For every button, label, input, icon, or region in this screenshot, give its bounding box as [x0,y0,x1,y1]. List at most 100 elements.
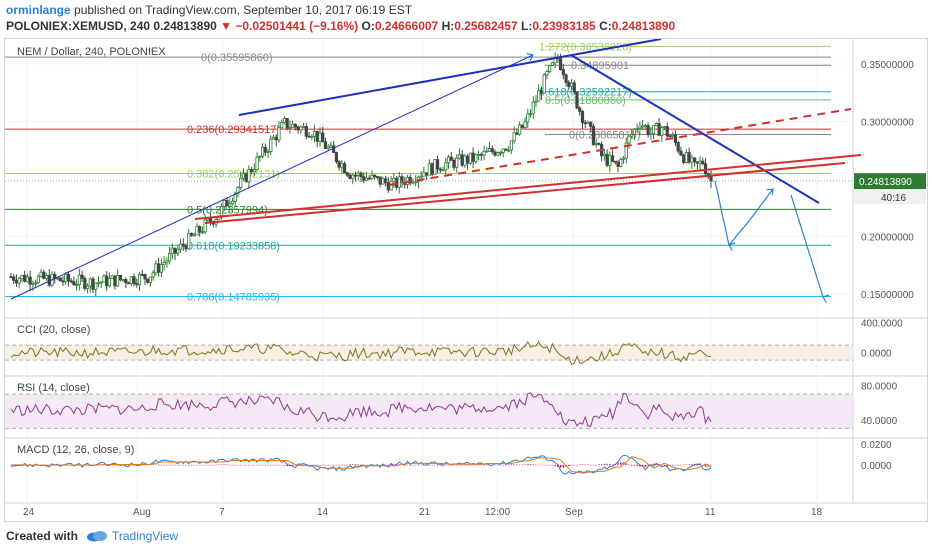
macd-histogram-bar [152,464,154,465]
candle-body [433,159,437,175]
candle-body [523,121,527,128]
macd-histogram-bar [425,464,428,466]
candle-body [31,283,35,285]
macd-histogram-bar [155,464,157,465]
macd-histogram-bar [354,464,357,465]
candle-body [269,138,273,152]
candle-body [668,135,672,138]
macd-histogram-bar [483,464,485,466]
rsi-line [10,392,712,427]
candle-body [61,280,65,283]
author-link[interactable]: orminlange [6,3,71,17]
macd-histogram-bar [267,464,269,466]
macd-histogram-bar [540,464,543,466]
cci-line [10,340,712,366]
last-price: 0.24813890 [153,19,217,33]
blue-arrow-trendline [10,54,534,300]
macd-histogram-bar [231,464,234,466]
candle-body [58,277,62,282]
macd-histogram-bar [453,464,455,466]
candle-body [452,160,456,168]
macd-histogram-bar [469,464,472,466]
time-tick-label: 12:00 [485,507,510,518]
macd-histogram-bar [127,464,130,466]
candle-body [77,274,81,285]
macd-histogram-bar [253,464,256,466]
candle-body [200,231,205,234]
candle-body [548,65,552,72]
chart-canvas[interactable]: 24 Aug 7 14 21 12:00 Sep 11 18 0.35000000 0.300000… [5,39,927,521]
candle-body [695,161,699,164]
candle-body [39,271,43,277]
macd-histogram-bar [133,464,135,466]
candle-body [178,243,183,250]
last-price-badge [854,173,926,190]
candle-body [116,274,120,287]
macd-histogram-bar [138,464,141,466]
macd-histogram-bar [464,464,466,466]
candle-body [14,280,19,284]
candle-body [321,132,325,143]
candle-body [632,128,637,135]
macd-histogram-bar [346,464,349,466]
candle-body [457,154,462,159]
projection-path-up [714,180,774,247]
candle-body [517,124,522,135]
candle-body [397,176,401,188]
candle-body [550,62,555,66]
candle-body [148,276,153,283]
candle-body [638,126,642,130]
candle-body [378,176,382,185]
macd-histogram-bar [584,464,587,465]
candle-body [460,154,464,166]
macd-histogram-bar [193,464,196,466]
macd-histogram-bar [693,463,696,465]
macd-histogram-bar [398,464,401,465]
candle-body [589,121,593,127]
candle-body [657,123,661,136]
macd-histogram-bar [494,464,496,466]
macd-histogram-bar [187,464,190,466]
macd-histogram-bar [526,464,529,465]
candle-body [154,263,158,274]
candle-body [340,163,344,168]
macd-histogram-bar [130,464,133,466]
candle-body [72,281,76,286]
candle-body [624,142,628,159]
candle-body [616,161,620,167]
macd-histogram-bar [436,464,439,466]
candle-body [165,260,169,264]
candle-body [367,177,371,180]
chart-frame[interactable]: 24 Aug 7 14 21 12:00 Sep 11 18 0.35000000 0.300000… [4,38,928,522]
tradingview-brand[interactable]: TradingView [112,529,179,543]
macd-histogram-bar [384,464,387,466]
candle-body [135,283,139,286]
high-value: 0.25682457 [454,19,518,33]
macd-histogram-bar [409,464,412,466]
candle-body [435,159,440,170]
candle-body [362,176,366,181]
candle-body [17,278,21,284]
candle-body [69,280,73,283]
macd-histogram-bar [417,464,420,466]
macd-histogram-bar [666,464,669,466]
macd-histogram-bar [434,464,436,466]
macd-histogram-bar [680,464,682,466]
low-label: L: [521,19,533,33]
candle-body [173,247,177,254]
macd-histogram-bar [122,464,124,466]
candle-body [299,126,303,131]
candle-body [537,90,541,102]
candle-body [482,150,486,156]
candle-body [501,148,505,153]
candle-body [274,136,278,141]
macd-histogram-bar [412,464,414,466]
indicator-tick-label: 0.0000 [861,349,892,360]
macd-histogram-bar [699,464,701,465]
macd-histogram-bar [691,464,693,465]
main-pane-title: NEM / Dollar, 240, POLONIEX [17,46,166,58]
macd-histogram-bar [286,464,288,467]
macd-histogram-bar [376,464,379,466]
macd-histogram-bar [455,464,458,466]
candle-body [36,275,40,284]
